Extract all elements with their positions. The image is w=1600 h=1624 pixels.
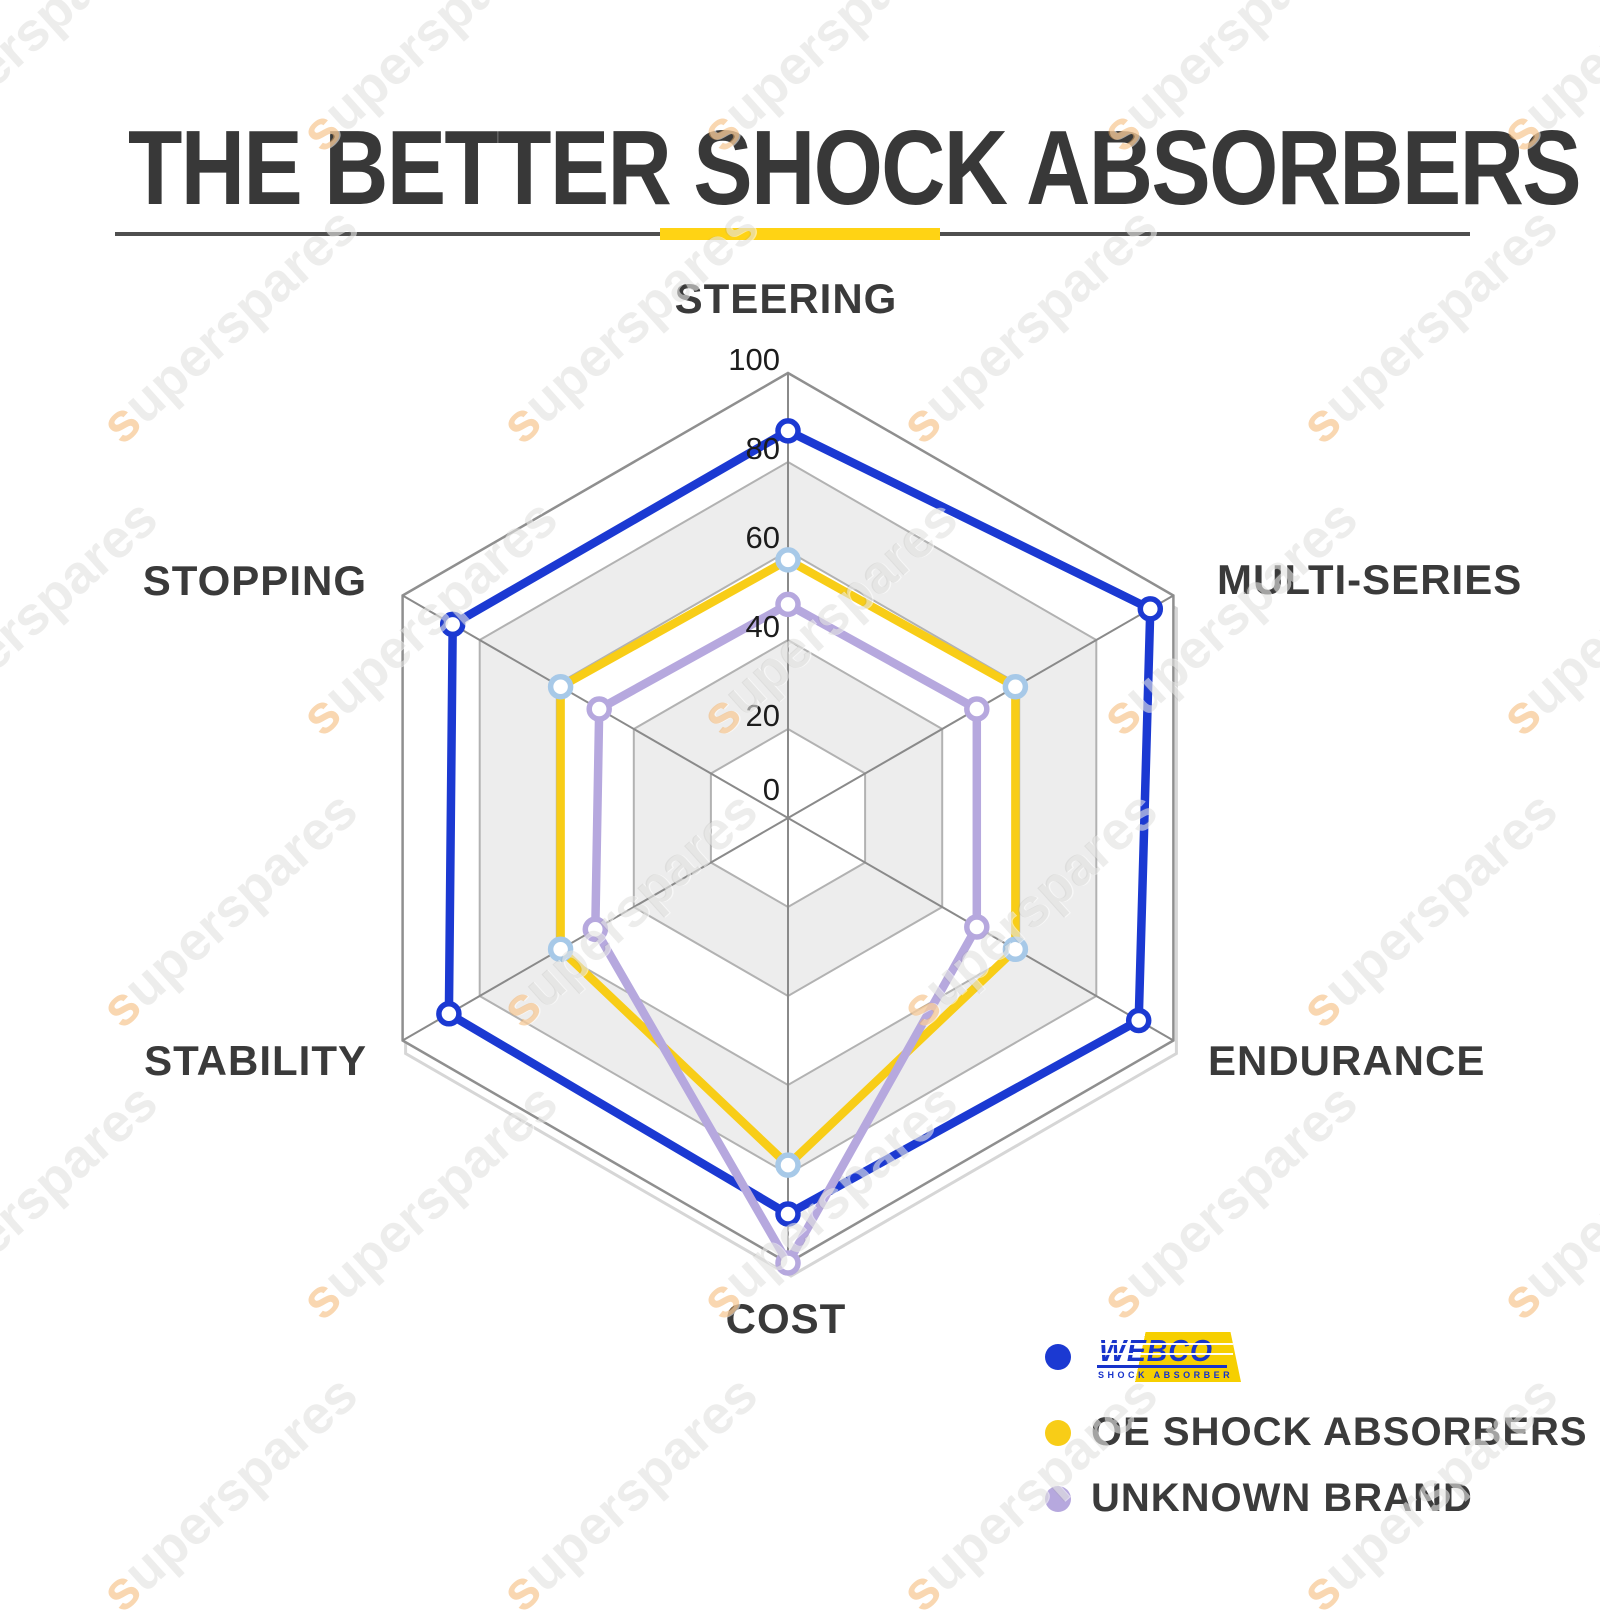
webco-logo-subtext: SHOCK ABSORBER: [1098, 1370, 1234, 1380]
axis-tick-label: 20: [746, 698, 780, 733]
legend-label-oe: OE SHOCK ABSORBERS: [1091, 1410, 1588, 1454]
webco-logo-rule: [1097, 1365, 1227, 1368]
axis-label-multi-series: MULTI-SERIES: [1217, 556, 1522, 603]
data-point-marker: [1002, 673, 1029, 700]
data-point-marker: [775, 1152, 801, 1178]
legend-item-oe: OE SHOCK ABSORBERS: [1045, 1410, 1588, 1455]
webco-logo-stripe: [1095, 1343, 1233, 1345]
data-point-marker: [439, 611, 466, 638]
data-point-marker: [547, 936, 574, 963]
title-divider-accent: [660, 228, 940, 240]
data-point-marker: [436, 1001, 462, 1027]
axis-tick-label: 40: [746, 609, 780, 644]
page-title: THE BETTER SHOCK ABSORBERS: [128, 109, 1582, 227]
legend-dot-webco: [1045, 1344, 1071, 1370]
axis-label-stability: STABILITY: [144, 1037, 367, 1084]
axis-label-cost: COST: [726, 1295, 847, 1342]
title-divider: [115, 228, 1470, 240]
webco-logo-text: WEBCO: [1099, 1333, 1213, 1368]
axis-tick-label: 80: [746, 431, 780, 466]
data-point-marker: [1137, 596, 1164, 622]
legend-item-webco: WEBCO SHOCK ABSORBER: [1045, 1332, 1241, 1382]
axis-label-endurance: ENDURANCE: [1208, 1037, 1485, 1084]
axis-labels: STEERING MULTI-SERIES ENDURANCE COST STABILI…: [143, 275, 1522, 1342]
data-point-marker: [775, 418, 801, 444]
series-markers: [436, 418, 1164, 1276]
data-point-marker: [964, 696, 990, 722]
data-point-marker: [547, 673, 574, 700]
data-point-marker: [1125, 1007, 1152, 1034]
data-point-marker: [775, 591, 801, 618]
webco-logo-stripe: [1095, 1353, 1233, 1355]
legend-dot-unknown: [1045, 1485, 1071, 1512]
axis-tick-label: 0: [763, 772, 780, 807]
axis-label-steering: STEERING: [675, 275, 898, 322]
data-point-marker: [964, 914, 990, 940]
axis-label-stopping: STOPPING: [143, 557, 367, 604]
webco-logo: WEBCO SHOCK ABSORBER: [1091, 1332, 1241, 1382]
data-point-marker: [775, 1201, 801, 1227]
legend-item-unknown: UNKNOWN BRAND: [1045, 1476, 1473, 1521]
data-point-marker: [582, 916, 609, 943]
data-point-marker: [1002, 936, 1029, 963]
axis-ticks: 100 80 60 40 20 0: [728, 342, 780, 807]
data-point-marker: [775, 1250, 801, 1276]
legend-dot-oe: [1045, 1419, 1071, 1446]
data-point-marker: [586, 696, 612, 722]
data-point-marker: [775, 547, 801, 573]
axis-tick-label: 100: [728, 342, 780, 377]
axis-tick-label: 60: [746, 520, 780, 555]
legend-label-unknown: UNKNOWN BRAND: [1091, 1476, 1473, 1520]
